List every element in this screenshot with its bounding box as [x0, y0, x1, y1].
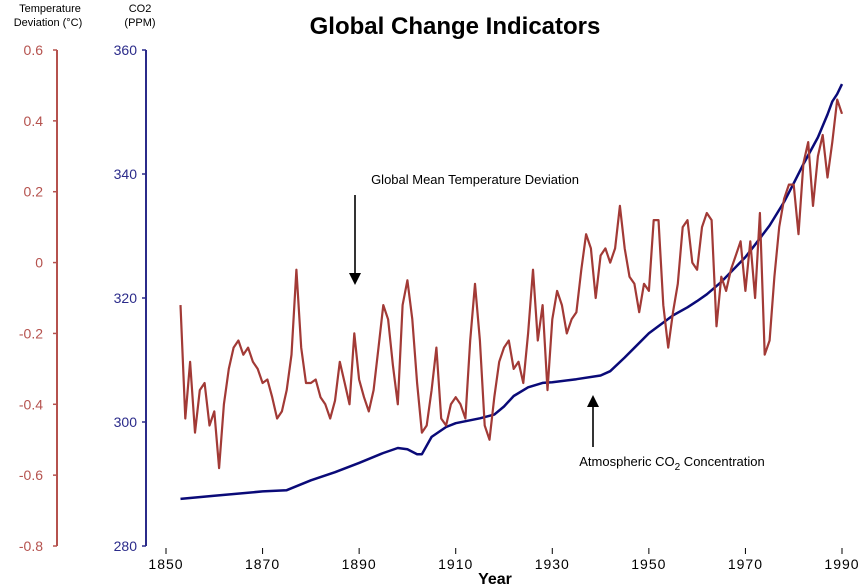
temp-tick-label: -0.6	[19, 467, 43, 483]
annotation-temperature-arrow	[349, 195, 361, 285]
co2-tick-label: 300	[114, 414, 138, 430]
temp-axis-label-line1: Temperature	[19, 3, 81, 15]
x-tick-label: 1990	[824, 556, 859, 572]
temp-tick-label: 0.6	[24, 42, 44, 58]
temp-tick-label: -0.8	[19, 538, 43, 554]
x-tick-label: 1930	[535, 556, 570, 572]
co2-tick-label: 340	[114, 166, 138, 182]
co2-axis-label-line1: CO2	[129, 3, 152, 15]
x-tick-label: 1850	[148, 556, 183, 572]
temp-tick-label: 0	[35, 255, 43, 271]
temp-axis-label-line2: Deviation (°C)	[14, 17, 83, 29]
temp-tick-label: -0.2	[19, 325, 43, 341]
x-tick-label: 1870	[245, 556, 280, 572]
annotation-co2-arrow	[587, 395, 599, 447]
temp-tick-label: 0.4	[24, 113, 44, 129]
annotation-co2: Atmospheric CO2 Concentration	[579, 454, 765, 473]
temp-tick-label: -0.4	[19, 396, 43, 412]
series-temperature-line	[179, 98, 844, 470]
x-axis-label: Year	[478, 571, 512, 588]
x-tick-label: 1970	[728, 556, 763, 572]
annotation-temperature: Global Mean Temperature Deviation	[371, 172, 579, 187]
co2-axis-ticks: 360 340 320 300 280	[114, 42, 146, 554]
x-tick-label: 1950	[631, 556, 666, 572]
x-tick-label: 1890	[342, 556, 377, 572]
series-co2-line	[180, 83, 844, 501]
x-axis-ticks: 1850 1870 1890 1910 1930 1950 1970 1990	[148, 548, 859, 572]
temp-tick-label: 0.2	[24, 184, 44, 200]
co2-tick-label: 320	[114, 290, 138, 306]
chart-title: Global Change Indicators	[310, 13, 601, 40]
co2-tick-label: 280	[114, 538, 138, 554]
co2-tick-label: 360	[114, 42, 138, 58]
x-tick-label: 1910	[438, 556, 473, 572]
temp-axis-ticks: 0.6 0.4 0.2 0 -0.2 -0.4 -0.6 -0.8	[19, 42, 57, 554]
co2-axis-label-line2: (PPM)	[124, 17, 155, 29]
